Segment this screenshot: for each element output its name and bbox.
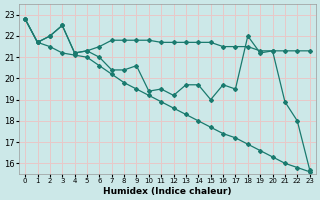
X-axis label: Humidex (Indice chaleur): Humidex (Indice chaleur): [103, 187, 232, 196]
